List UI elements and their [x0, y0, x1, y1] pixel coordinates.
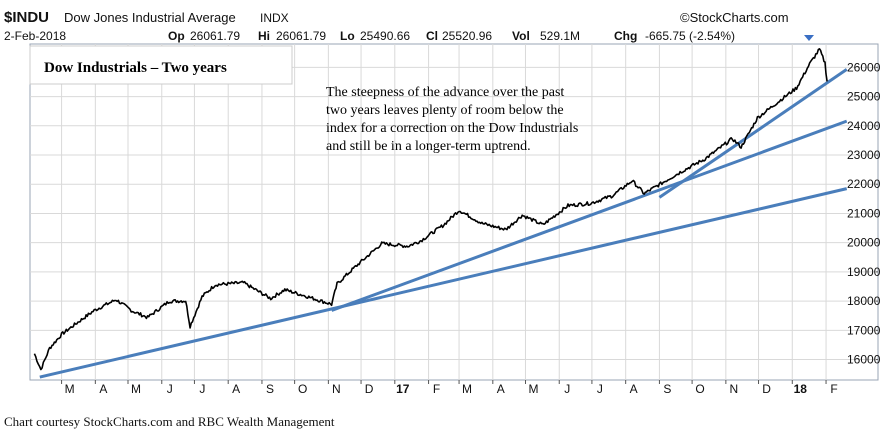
x-tick-label: M [65, 382, 75, 396]
annotation-line: The steepness of the advance over the pa… [326, 85, 564, 100]
x-tick-label: 17 [396, 382, 410, 396]
trendline [331, 119, 848, 312]
y-axis: 16000 17000 18000 19000 20000 21000 22000 23000… [847, 60, 881, 366]
x-tick-label: O [298, 382, 307, 396]
chart-credit: Chart courtesy StockCharts.com and RBC W… [4, 414, 335, 429]
y-tick-label: 16000 [847, 353, 881, 367]
y-tick-label: 17000 [847, 323, 881, 337]
price-line [33, 48, 828, 371]
y-tick-label: 24000 [847, 119, 881, 133]
y-tick-label: 19000 [847, 265, 881, 279]
y-tick-label: 26000 [847, 60, 881, 74]
cl-value: 25520.96 [442, 29, 492, 43]
x-tick-label: F [433, 382, 440, 396]
trendline [39, 187, 848, 379]
date-label: 2-Feb-2018 [4, 29, 66, 43]
y-tick-label: 25000 [847, 90, 881, 104]
exchange: INDX [260, 11, 289, 25]
x-tick-label: S [266, 382, 274, 396]
x-tick-label: A [232, 382, 240, 396]
x-tick-label: J [167, 382, 173, 396]
x-tick-label: N [730, 382, 739, 396]
x-tick-label: A [497, 382, 505, 396]
x-tick-label: 18 [794, 382, 808, 396]
x-tick-label: M [528, 382, 538, 396]
x-tick-label: D [365, 382, 374, 396]
chart-title: Dow Industrials – Two years [44, 60, 227, 76]
down-arrow-icon [804, 35, 814, 41]
x-tick-label: J [564, 382, 570, 396]
x-tick-label: N [332, 382, 341, 396]
chg-label: Chg [614, 29, 637, 43]
chg-value: -665.75 (-2.54%) [645, 29, 735, 43]
index-name: Dow Jones Industrial Average [64, 10, 236, 25]
trendlines [39, 68, 848, 379]
price-series [33, 48, 828, 371]
hi-value: 26061.79 [276, 29, 326, 43]
x-tick-label: S [663, 382, 671, 396]
lo-label: Lo [340, 29, 355, 43]
annotation: The steepness of the advance over the pa… [326, 85, 582, 154]
op-value: 26061.79 [190, 29, 240, 43]
trendline [658, 68, 848, 199]
y-tick-label: 21000 [847, 206, 881, 220]
x-tick-label: A [630, 382, 638, 396]
annotation-line: and still be in a longer-term uptrend. [326, 139, 531, 154]
watermark: ©StockCharts.com [680, 10, 789, 25]
annotation-line: index for a correction on the Dow Indust… [326, 121, 578, 136]
x-axis: M A M J J A S O N D 17 F M A M J J A S O N D 18 F [61, 380, 838, 396]
hi-label: Hi [258, 29, 270, 43]
x-tick-label: J [199, 382, 205, 396]
cl-label: Cl [426, 29, 438, 43]
x-tick-label: A [99, 382, 107, 396]
x-tick-label: M [462, 382, 472, 396]
op-label: Op [168, 29, 185, 43]
y-tick-label: 20000 [847, 236, 881, 250]
x-tick-label: O [695, 382, 704, 396]
x-tick-label: J [597, 382, 603, 396]
chart-title-box [29, 45, 293, 85]
y-tick-label: 22000 [847, 177, 881, 191]
x-tick-label: D [762, 382, 771, 396]
lo-value: 25490.66 [360, 29, 410, 43]
vol-label: Vol [512, 29, 530, 43]
annotation-line: two years leaves plenty of room below th… [326, 103, 564, 118]
x-tick-label: M [131, 382, 141, 396]
symbol: $INDU [4, 9, 49, 26]
plot-frame [29, 43, 879, 381]
y-tick-label: 23000 [847, 148, 881, 162]
vol-value: 529.1M [540, 29, 580, 43]
y-tick-label: 18000 [847, 294, 881, 308]
x-tick-label: F [830, 382, 837, 396]
